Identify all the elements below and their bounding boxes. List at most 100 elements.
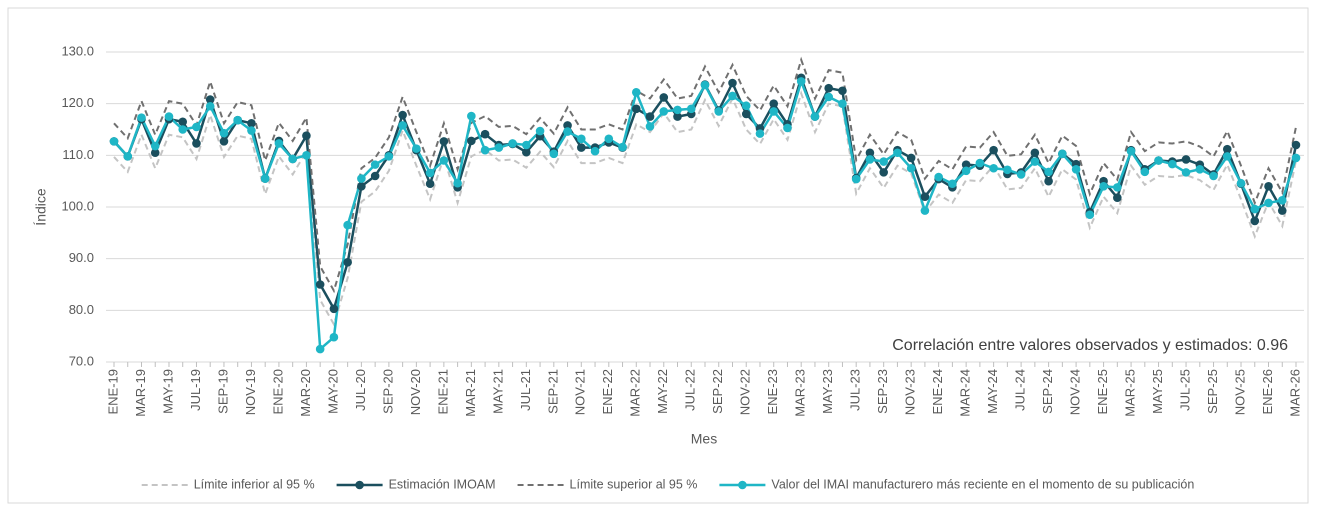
marker	[247, 119, 256, 128]
marker	[975, 158, 985, 168]
y-axis-label: Índice	[33, 188, 49, 226]
x-tick-label: MAR-24	[958, 369, 973, 417]
x-tick-label: MAY-25	[1150, 369, 1165, 414]
marker	[989, 163, 998, 173]
marker	[357, 174, 366, 183]
marker	[467, 111, 476, 121]
marker	[769, 99, 779, 108]
marker	[329, 332, 339, 342]
marker	[714, 107, 724, 116]
marker	[302, 151, 311, 160]
x-tick-label: NOV-20	[408, 369, 423, 415]
marker	[810, 112, 820, 121]
marker	[728, 78, 737, 88]
x-tick-label: MAY-21	[490, 369, 505, 414]
marker	[1222, 152, 1232, 161]
x-tick-label: SEP-20	[380, 369, 395, 414]
marker	[631, 88, 641, 97]
marker	[1195, 164, 1205, 174]
marker	[563, 121, 572, 130]
marker	[343, 220, 352, 230]
marker	[1085, 210, 1095, 220]
marker	[1168, 159, 1177, 169]
marker	[893, 148, 902, 158]
marker	[439, 156, 449, 165]
annotation: Correlación entre valores observados y e…	[892, 337, 1288, 354]
marker	[1154, 156, 1163, 165]
marker	[453, 178, 462, 188]
marker	[467, 136, 476, 146]
marker	[480, 129, 490, 139]
marker	[425, 168, 435, 178]
marker	[1030, 157, 1040, 166]
marker	[920, 206, 930, 215]
marker	[274, 139, 284, 148]
legend-label: Valor del IMAI manufacturero más recient…	[771, 477, 1194, 491]
marker	[961, 160, 971, 169]
marker	[920, 192, 930, 201]
legend-label: Límite superior al 95 %	[570, 477, 698, 491]
x-tick-label: JUL-22	[683, 369, 698, 411]
marker	[1071, 164, 1081, 174]
marker	[879, 168, 888, 177]
marker	[865, 155, 875, 164]
marker	[480, 145, 490, 155]
marker	[1264, 182, 1273, 191]
marker	[315, 344, 325, 354]
marker	[315, 280, 325, 289]
marker	[879, 157, 888, 166]
marker	[384, 152, 394, 161]
legend-label: Estimación IMOAM	[389, 477, 496, 491]
x-tick-label: ENE-22	[600, 369, 615, 415]
x-tick-label: MAY-24	[985, 369, 1000, 414]
marker	[192, 139, 201, 148]
x-tick-label: JUL-23	[848, 369, 863, 411]
marker	[700, 80, 710, 90]
marker	[1140, 167, 1150, 177]
marker	[563, 127, 572, 136]
x-tick-label: ENE-25	[1095, 369, 1110, 415]
legend-marker	[355, 480, 364, 490]
x-tick-label: ENE-19	[105, 369, 120, 415]
marker	[686, 104, 696, 114]
marker	[1236, 178, 1246, 188]
series-line	[113, 56, 1297, 294]
marker	[728, 91, 737, 101]
x-tick-label: MAY-23	[820, 369, 835, 414]
marker	[1030, 148, 1040, 158]
x-tick-label: SEP-19	[215, 369, 230, 414]
marker	[1277, 195, 1287, 205]
x-tick-label: NOV-22	[738, 369, 753, 415]
marker	[906, 153, 916, 163]
marker	[577, 143, 586, 152]
marker	[1044, 176, 1053, 186]
legend-item: Límite superior al 95 %	[517, 477, 698, 491]
marker	[989, 145, 998, 155]
series-line	[113, 90, 1297, 327]
marker	[796, 77, 806, 86]
marker	[109, 137, 119, 146]
marker	[659, 93, 669, 102]
legend-item: Valor del IMAI manufacturero más recient…	[719, 477, 1194, 491]
marker	[1291, 153, 1301, 163]
marker	[1126, 146, 1136, 156]
marker	[178, 125, 188, 134]
y-tick-label: 70.0	[69, 353, 94, 368]
marker	[1250, 204, 1260, 214]
marker	[370, 160, 380, 169]
x-tick-label: JUL-19	[188, 369, 203, 411]
marker	[1181, 155, 1191, 164]
marker	[1181, 168, 1191, 177]
marker	[535, 126, 545, 136]
x-tick-label: ENE-26	[1260, 369, 1275, 415]
x-tick-label: MAR-23	[793, 369, 808, 417]
marker	[522, 140, 531, 150]
legend-label: Límite inferior al 95 %	[194, 477, 315, 491]
y-tick-label: 90.0	[69, 250, 94, 265]
x-tick-label: JUL-24	[1013, 369, 1028, 411]
marker	[673, 105, 682, 115]
x-tick-label: JUL-25	[1177, 369, 1192, 411]
legend-item: Límite inferior al 95 %	[141, 477, 315, 491]
